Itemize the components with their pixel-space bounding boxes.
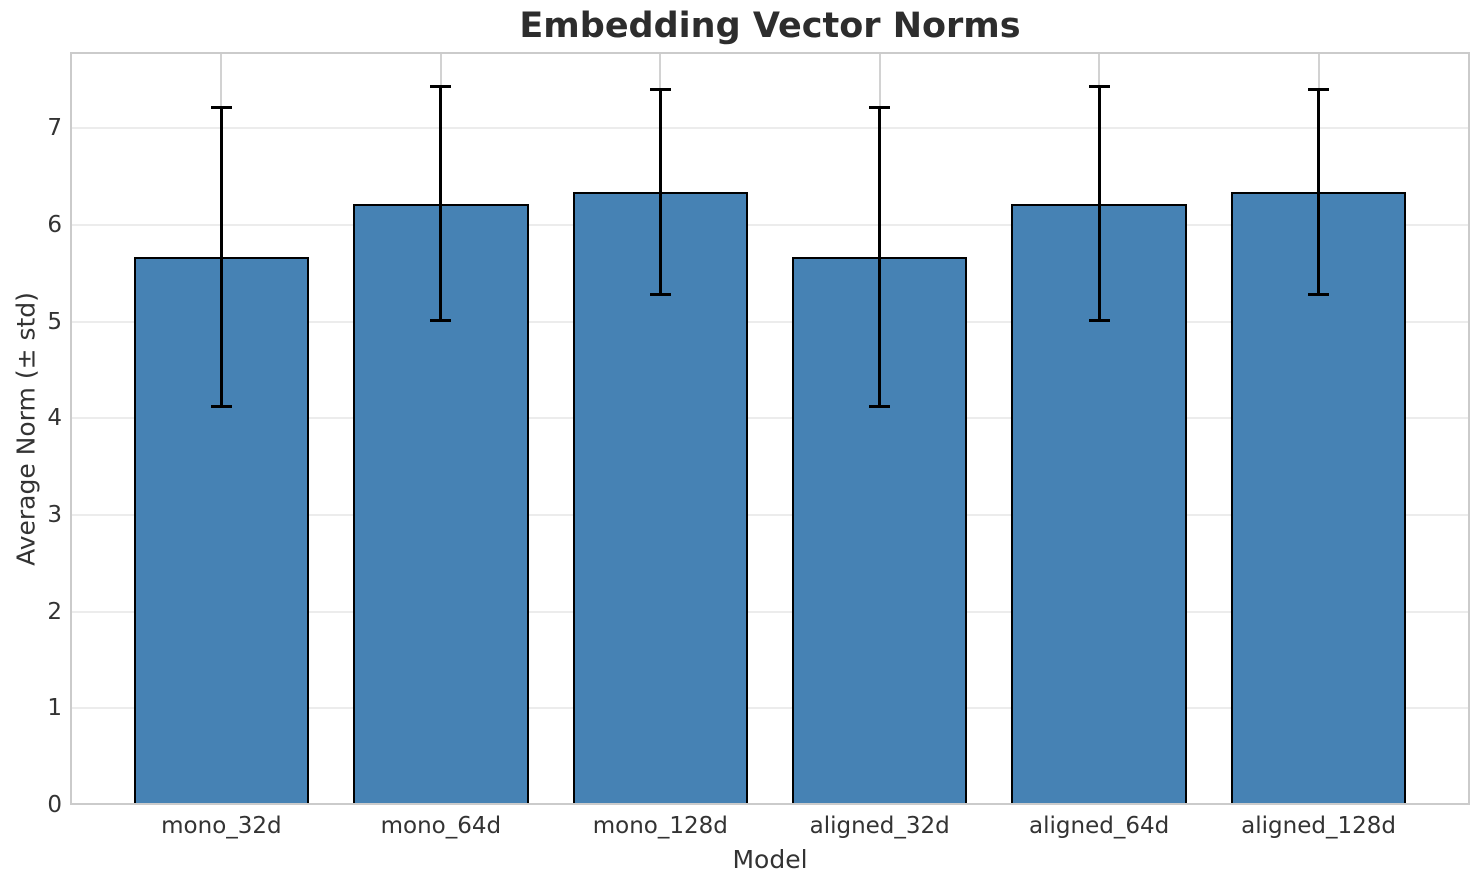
error-bar-cap-bottom [1088,319,1110,323]
error-bar-cap-top [430,85,452,89]
y-tick-label: 1 [47,695,62,722]
x-tick-label-aligned_32d: aligned_32d [809,813,950,839]
x-tick-label-aligned_128d: aligned_128d [1241,813,1396,839]
error-bar-cap-top [210,105,232,109]
error-bar-cap-bottom [1308,293,1330,297]
error-bar-cap-top [869,105,891,109]
h-gridline [70,514,1470,516]
error-bar-line [1097,86,1101,321]
y-tick-label: 7 [47,115,62,142]
h-gridline [70,707,1470,710]
y-tick-label: 0 [47,792,62,818]
h-gridline [70,127,1470,130]
y-tick-label: 5 [47,308,62,335]
plot-spine-left [70,52,72,805]
error-bar-cap-bottom [649,293,671,297]
plot-spine-top [70,52,1470,54]
x-axis-label: Model [732,845,808,874]
h-gridline [70,224,1470,227]
y-tick-label: 6 [47,212,62,239]
plot-area [70,52,1470,805]
error-bar-cap-top [1088,85,1110,89]
error-bar-cap-bottom [210,405,232,409]
h-gridline [70,320,1470,323]
error-bar-line [219,107,223,407]
error-bar-line [878,107,882,407]
y-tick-label: 3 [47,502,62,528]
h-gridline [70,417,1470,420]
error-bar-line [658,89,662,295]
error-bar-cap-top [1308,88,1330,92]
error-bar-cap-top [649,88,671,92]
x-tick-label-mono_64d: mono_64d [380,813,502,839]
x-tick-label-aligned_64d: aligned_64d [1029,813,1170,839]
plot-spine-right [1468,52,1470,805]
error-bar-line [439,86,443,321]
x-tick-label-mono_32d: mono_32d [161,813,282,839]
y-tick-label: 4 [47,405,62,432]
plot-spine-bottom [70,803,1470,805]
h-gridline [70,610,1470,613]
error-bar-cap-bottom [869,405,891,409]
chart-title: Embedding Vector Norms [519,6,1021,46]
error-bar-line [1317,89,1321,295]
error-bar-cap-bottom [430,319,452,323]
x-tick-label-mono_128d: mono_128d [592,813,728,839]
y-tick-label: 2 [47,598,62,625]
